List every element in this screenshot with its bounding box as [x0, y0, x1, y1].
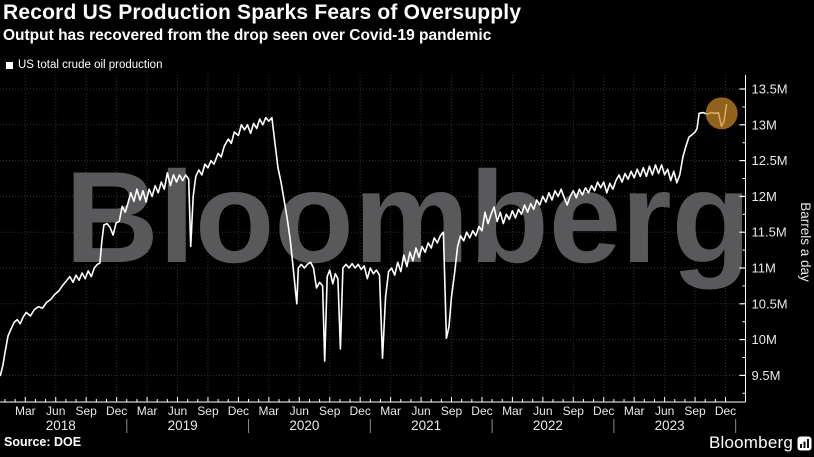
y-axis-title: Barrels a day [798, 202, 813, 282]
x-tick-month-label: Jun [533, 404, 552, 418]
x-tick-month-label: Sep [319, 404, 341, 418]
x-tick-month-label: Dec [471, 404, 492, 418]
chart-subtitle: Output has recovered from the drop seen … [3, 27, 492, 44]
x-tick-year-label: 2020 [289, 418, 319, 433]
y-tick-label: 13M [752, 117, 777, 132]
x-tick-month-label: Jun [168, 404, 187, 418]
x-tick-month-label: Dec [715, 404, 736, 418]
x-tick-year-label: 2018 [46, 418, 76, 433]
gridlines [0, 75, 746, 402]
x-tick-month-label: Sep [197, 404, 219, 418]
bloomberg-logo-text: Bloomberg [708, 433, 793, 452]
x-tick-month-label: Jun [46, 404, 65, 418]
x-tick-month-label: Dec [350, 404, 371, 418]
x-tick-month-label: Sep [441, 404, 463, 418]
x-tick-month-label: Sep [76, 404, 98, 418]
x-tick-month-label: Sep [684, 404, 706, 418]
chart-title: Record US Production Sparks Fears of Ove… [3, 1, 522, 24]
x-tick-year-label: 2021 [411, 418, 441, 433]
x-tick-year-label: 2022 [533, 418, 563, 433]
bloomberg-terminal-icon [797, 436, 812, 450]
y-tick-label: 12.5M [752, 153, 788, 168]
x-tick-month-label: Jun [411, 404, 430, 418]
y-tick-label: 11M [752, 261, 776, 276]
bloomberg-watermark: Bloomberg [65, 144, 751, 290]
x-tick-year-label: 2019 [168, 418, 198, 433]
legend: US total crude oil production [6, 59, 162, 71]
x-tick-month-label: Jun [655, 404, 674, 418]
x-tick-month-label: Dec [593, 404, 614, 418]
x-tick-month-label: Mar [624, 404, 645, 418]
source-label: Source: DOE [4, 435, 82, 449]
record-high-highlight-circle [705, 97, 738, 130]
x-tick-month-label: Mar [259, 404, 280, 418]
x-tick-month-label: Mar [380, 404, 401, 418]
crude-production-line [0, 104, 728, 377]
axes: 9.5M 10M 10.5M 11M 11.5M 12M 12.5M 13M 13.5M Mar J… [0, 75, 788, 433]
x-tick-month-label: Sep [563, 404, 585, 418]
x-tick-month-label: Mar [502, 404, 523, 418]
legend-label: US total crude oil production [18, 59, 163, 71]
x-tick-month-label: Mar [137, 404, 158, 418]
x-tick-month-label: Jun [290, 404, 309, 418]
y-tick-label: 9.5M [752, 368, 781, 383]
x-tick-month-label: Dec [106, 404, 127, 418]
y-tick-label: 12M [752, 189, 777, 204]
x-tick-month-label: Mar [15, 404, 36, 418]
y-tick-label: 11.5M [752, 225, 787, 240]
x-tick-month-label: Dec [228, 404, 249, 418]
legend-swatch [6, 61, 13, 69]
y-tick-label: 10.5M [752, 296, 788, 311]
x-tick-year-label: 2023 [655, 418, 685, 433]
y-tick-label: 13.5M [752, 82, 788, 97]
y-tick-label: 10M [752, 332, 777, 347]
bloomberg-brand: Bloomberg [709, 433, 812, 453]
